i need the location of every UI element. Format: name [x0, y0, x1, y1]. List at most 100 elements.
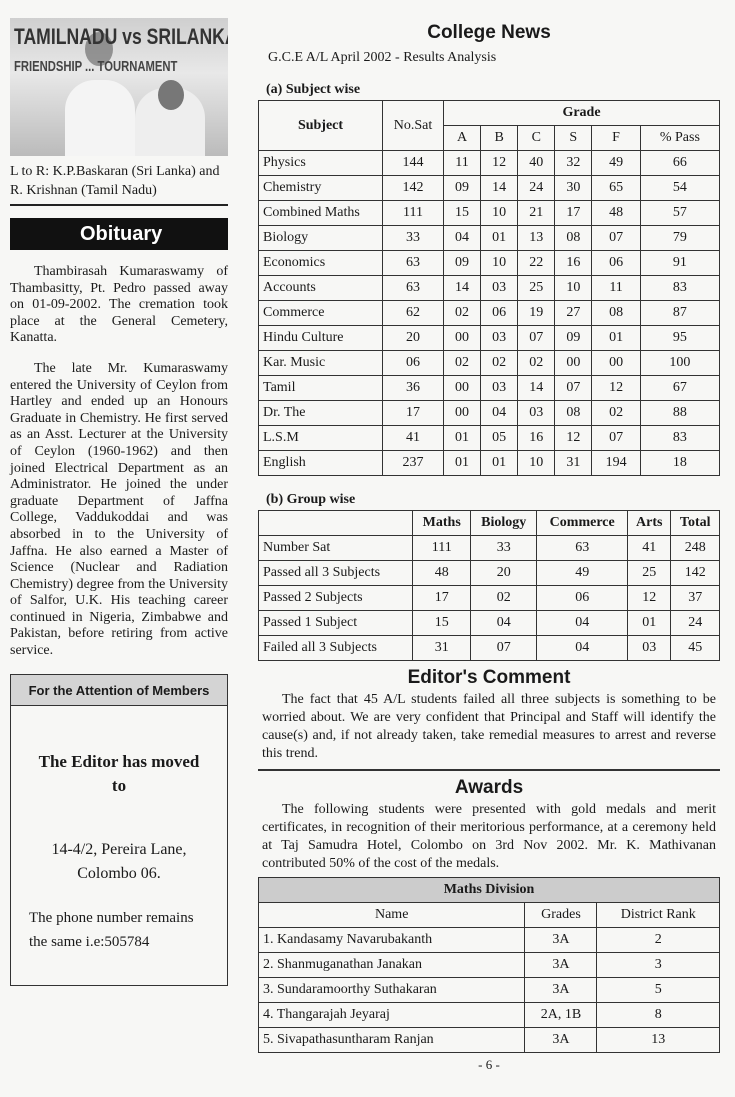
table-cell: 19 [517, 300, 556, 326]
table-cell: 14 [517, 375, 556, 401]
group-col-header: Arts [627, 510, 672, 536]
table-cell: 144 [382, 150, 444, 176]
address-line: Colombo 06. [77, 864, 161, 882]
table-cell: 04 [536, 610, 629, 636]
table-cell: 5 [596, 977, 720, 1003]
table-cell: 25 [517, 275, 556, 301]
group-col-header: Total [670, 510, 720, 536]
table-cell: 06 [480, 300, 519, 326]
table-cell: Kar. Music [258, 350, 383, 376]
table-cell: Passed all 3 Subjects [257, 560, 414, 586]
table-row: Biology 33 04 01 13 08 07 79 [258, 225, 721, 251]
table-cell: 02 [442, 300, 482, 326]
col-grade-4: F [591, 125, 641, 151]
table-cell: 2A, 1B [524, 1002, 598, 1028]
person-left [65, 80, 135, 156]
table-cell: Hindu Culture [258, 325, 383, 351]
table-cell: Passed 2 Subjects [257, 585, 414, 611]
table-cell: 06 [536, 585, 629, 611]
table-cell: Biology [258, 225, 383, 251]
table-cell: 142 [382, 175, 444, 201]
table-cell: 48 [412, 560, 472, 586]
table-row: L.S.M 41 01 05 16 12 07 83 [258, 425, 721, 451]
table-row: Passed all 3 Subjects 48 20 49 25 142 [257, 560, 720, 586]
table-cell: 04 [442, 225, 482, 251]
editor-moved: The Editor has moved to [38, 751, 200, 795]
col-grade-3: S [554, 125, 593, 151]
table-cell: Dr. The [258, 400, 383, 426]
address-line: 14-4/2, Pereira Lane, [51, 840, 187, 858]
table-cell: 08 [554, 400, 593, 426]
table-cell: 79 [639, 225, 721, 251]
table-cell: 67 [639, 375, 721, 401]
event-photo: TAMILNADU vs SRILANKA FRIENDSHIP ... TOU… [10, 18, 228, 156]
table-cell: English [258, 450, 383, 476]
table-row: English 237 01 01 10 31 194 18 [258, 450, 721, 476]
right-column: College News G.C.E A/L April 2002 - Resu… [257, 22, 721, 1073]
table-cell: 09 [442, 250, 482, 276]
subject-wise-label: (a) Subject wise [266, 82, 361, 97]
editors-comment-title: Editor's Comment [407, 667, 571, 688]
table-cell: 2. Shanmuganathan Janakan [257, 952, 526, 978]
table-cell: 11 [591, 275, 641, 301]
awards-col-header: Grades [524, 902, 598, 928]
table-cell: L.S.M [258, 425, 383, 451]
table-cell: 62 [382, 300, 444, 326]
table-row: 4. Thangarajah Jeyaraj 2A, 1B 8 [257, 1002, 720, 1028]
col-grade: Grade [443, 100, 720, 126]
col-grade-0: A [442, 125, 482, 151]
table-row: Economics 63 09 10 22 16 06 91 [258, 250, 721, 276]
table-cell: 01 [480, 225, 519, 251]
table-cell: 83 [639, 425, 721, 451]
table-cell: 02 [470, 585, 538, 611]
phone-note: The phone number remains the same i.e:50… [29, 909, 194, 950]
table-cell: 10 [480, 200, 519, 226]
table-cell: 237 [382, 450, 444, 476]
table-cell: 12 [591, 375, 641, 401]
group-wise-table: Maths Biology Commerce Arts Total Number Sat 1… [257, 510, 720, 661]
table-row: Physics 144 11 12 40 32 49 66 [258, 150, 721, 176]
table-cell: 14 [480, 175, 519, 201]
table-row: Chemistry 142 09 14 24 30 65 54 [258, 175, 721, 201]
table-cell: 00 [442, 400, 482, 426]
table-cell: 01 [442, 450, 482, 476]
table-cell: 8 [596, 1002, 720, 1028]
table-cell: 00 [591, 350, 641, 376]
col-grade-1: B [480, 125, 519, 151]
table-cell: Economics [258, 250, 383, 276]
table-cell: 32 [554, 150, 593, 176]
table-row: Combined Maths 111 15 10 21 17 48 57 [258, 200, 721, 226]
table-cell: 03 [627, 635, 672, 661]
table-cell: 15 [412, 610, 472, 636]
table-cell: 2 [596, 927, 720, 953]
table-cell: 07 [517, 325, 556, 351]
awards-table-title: Maths Division [258, 877, 720, 903]
table-cell: 91 [639, 250, 721, 276]
table-cell: 24 [670, 610, 720, 636]
obituary-heading: Obituary [10, 218, 228, 250]
table-cell: 25 [627, 560, 672, 586]
table-cell: 12 [554, 425, 593, 451]
awards-col-header: Name [257, 902, 526, 928]
table-cell: 07 [470, 635, 538, 661]
table-cell: 08 [591, 300, 641, 326]
left-column: TAMILNADU vs SRILANKA FRIENDSHIP ... TOU… [10, 18, 228, 986]
table-cell: 01 [442, 425, 482, 451]
page-number: - 6 - [478, 1057, 500, 1072]
table-cell: 08 [554, 225, 593, 251]
table-cell: 00 [554, 350, 593, 376]
table-cell: 63 [382, 250, 444, 276]
table-cell: 15 [442, 200, 482, 226]
attention-box: For the Attention of Members The Editor … [10, 673, 228, 986]
table-cell: 66 [639, 150, 721, 176]
table-cell: 16 [554, 250, 593, 276]
table-cell: 88 [639, 400, 721, 426]
table-row: Failed all 3 Subjects 31 07 04 03 45 [257, 635, 720, 661]
table-cell: 20 [382, 325, 444, 351]
table-cell: 3 [596, 952, 720, 978]
table-cell: 03 [480, 375, 519, 401]
table-cell: 36 [382, 375, 444, 401]
table-cell: 48 [591, 200, 641, 226]
table-cell: 37 [670, 585, 720, 611]
